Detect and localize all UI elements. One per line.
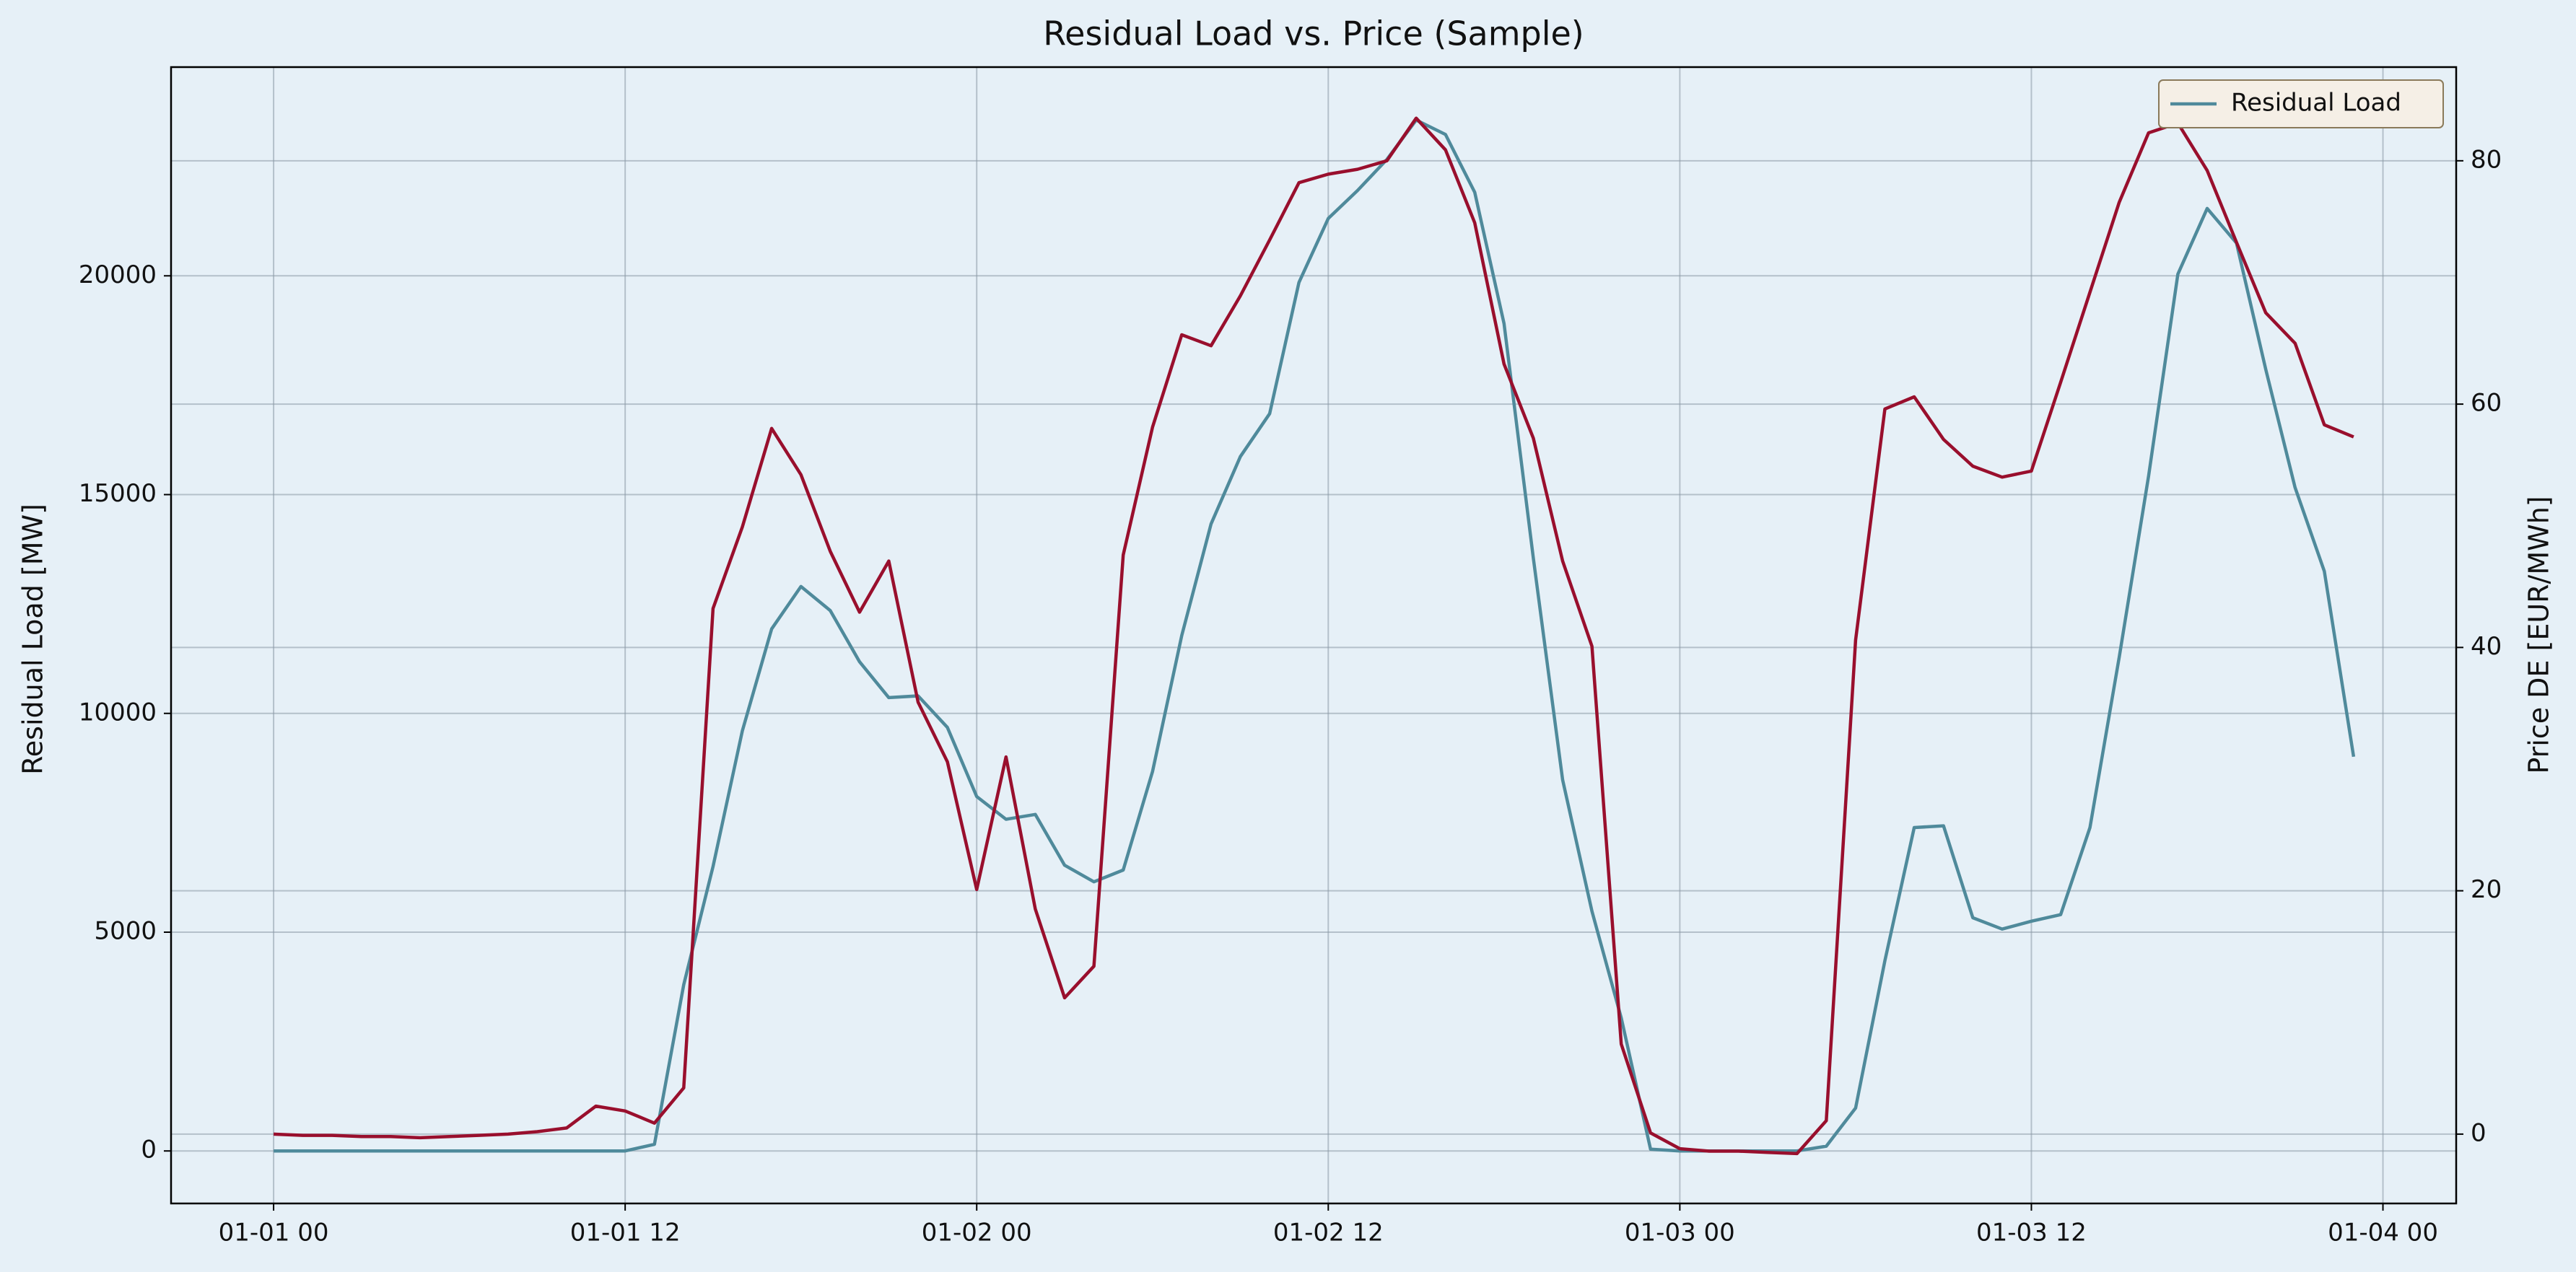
y-tick-label: 15000	[79, 479, 157, 508]
series-line	[274, 118, 2356, 1153]
x-tick-label: 01-01 00	[219, 1219, 329, 1247]
series-line	[274, 116, 2354, 1156]
y2-axis-label: Price DE [EUR/MWh]	[2523, 496, 2555, 773]
y-axis-label: Residual Load [MW]	[17, 504, 49, 775]
x-tick-label: 01-04 00	[2328, 1219, 2438, 1247]
y-tick-label: 5000	[94, 916, 157, 945]
chart-title: Residual Load vs. Price (Sample)	[1043, 14, 1584, 53]
y2-tick-label: 0	[2471, 1118, 2487, 1147]
y2-tick-label: 60	[2471, 389, 2502, 418]
x-tick-label: 01-01 12	[570, 1219, 681, 1247]
legend-box	[2158, 79, 2444, 128]
y2-tick-label: 40	[2471, 632, 2502, 661]
y2-tick-label: 20	[2471, 875, 2502, 904]
legend-label: Residual Load	[2231, 89, 2401, 118]
plot-area	[171, 67, 2456, 1203]
plot-frame	[170, 66, 2458, 1205]
x-tick-label: 01-02 00	[922, 1219, 1032, 1247]
x-tick-label: 01-03 12	[1976, 1219, 2087, 1247]
x-tick-label: 01-03 00	[1625, 1219, 1735, 1247]
y-tick-label: 0	[141, 1136, 157, 1164]
y2-tick-label: 80	[2471, 145, 2502, 174]
y-tick-label: 10000	[79, 698, 157, 727]
y-tick-label: 20000	[79, 260, 157, 289]
x-tick-label: 01-02 12	[1273, 1219, 1384, 1247]
